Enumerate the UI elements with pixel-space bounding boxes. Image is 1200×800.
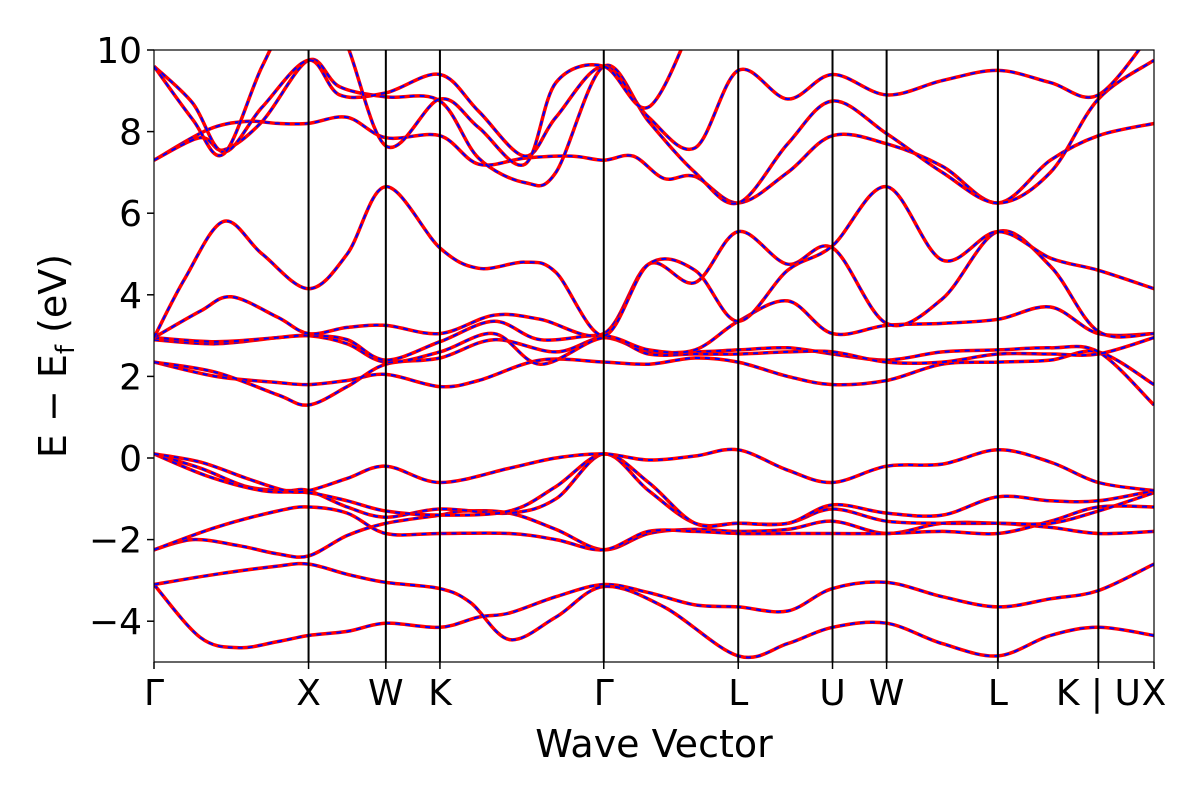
band-2-dashed bbox=[154, 562, 1154, 659]
y-axis-ticks: 10 8 6 4 2 0 −2 −4 bbox=[89, 31, 154, 643]
band-13-dashed bbox=[154, 185, 1154, 339]
band-lines bbox=[154, 50, 1154, 660]
y-tick-label-7: −2 bbox=[89, 521, 142, 562]
y-axis-title: E − Ef (eV) bbox=[31, 254, 81, 458]
band-1-solid bbox=[154, 562, 1154, 650]
x-tick-label-4: K bbox=[428, 673, 453, 714]
band-12-solid bbox=[154, 229, 1154, 340]
band-11-dashed bbox=[154, 299, 1154, 362]
band-14-dashed bbox=[154, 115, 1154, 205]
band-7-dashed bbox=[154, 448, 1154, 494]
y-tick-label-4: 4 bbox=[119, 276, 142, 317]
x-tick-label-6: L bbox=[728, 673, 748, 714]
band-2-solid bbox=[154, 561, 1154, 660]
y-tick-label-1: 10 bbox=[96, 31, 142, 72]
x-tick-label-11: X bbox=[1142, 673, 1167, 714]
y-axis-title-subscript: f bbox=[51, 344, 81, 354]
band-6-dashed bbox=[154, 452, 1154, 528]
x-tick-label-10: K | U bbox=[1056, 673, 1141, 714]
x-axis-title: Wave Vector bbox=[535, 722, 773, 766]
y-tick-label-3: 6 bbox=[119, 194, 142, 235]
y-tick-label-5: 2 bbox=[119, 357, 142, 398]
y-tick-label-8: −4 bbox=[89, 602, 142, 643]
x-tick-label-7: U bbox=[819, 673, 845, 714]
plot-frame bbox=[153, 49, 1155, 663]
x-tick-label-3: W bbox=[368, 673, 404, 714]
x-tick-label-2: X bbox=[296, 673, 321, 714]
band-17-dashed bbox=[154, 50, 683, 167]
x-tick-label-1: Γ bbox=[144, 673, 164, 714]
y-tick-label-2: 8 bbox=[119, 113, 142, 154]
band-8-dashed bbox=[154, 350, 1154, 388]
band-5-dashed bbox=[154, 452, 1154, 527]
band-12-dashed bbox=[154, 229, 1154, 339]
band-9-solid bbox=[154, 335, 1154, 407]
x-tick-label-9: L bbox=[988, 673, 1008, 714]
band-4-solid bbox=[154, 504, 1154, 552]
y-tick-label-6: 0 bbox=[119, 439, 142, 480]
band-4-dashed bbox=[154, 504, 1154, 551]
band-16-dashed bbox=[154, 50, 1141, 158]
y-axis-title-main: E − E bbox=[31, 354, 75, 458]
band-9-dashed bbox=[154, 336, 1154, 407]
kpoint-lines bbox=[307, 50, 1100, 662]
band-15-solid bbox=[154, 57, 1154, 206]
y-axis-title-unit: (eV) bbox=[31, 254, 75, 333]
x-tick-label-5: Γ bbox=[594, 673, 614, 714]
band-16-solid bbox=[154, 50, 1141, 158]
x-tick-label-8: W bbox=[869, 673, 905, 714]
band-15-dashed bbox=[154, 58, 1154, 205]
